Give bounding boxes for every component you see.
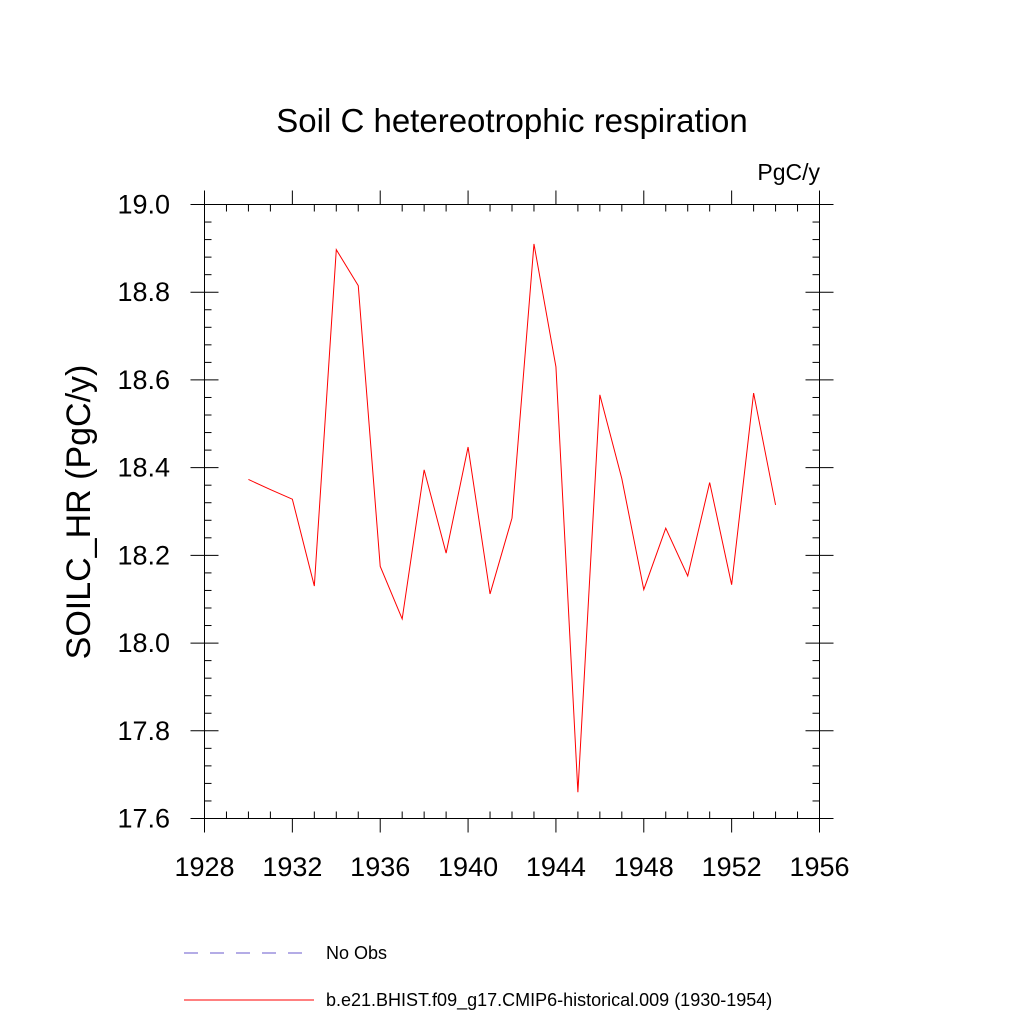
y-tick-label: 17.6 bbox=[117, 804, 170, 834]
x-tick-label: 1940 bbox=[438, 852, 498, 882]
y-tick-label: 18.8 bbox=[117, 277, 170, 307]
series-line-historical bbox=[248, 243, 777, 793]
chart-title: Soil C hetereotrophic respiration bbox=[276, 102, 747, 139]
legend-label-historical: b.e21.BHIST.f09_g17.CMIP6-historical.009… bbox=[326, 990, 772, 1011]
legend: No Obs b.e21.BHIST.f09_g17.CMIP6-histori… bbox=[184, 943, 772, 1011]
x-tick-label: 1932 bbox=[262, 852, 322, 882]
y-tick-label: 18.2 bbox=[117, 540, 170, 570]
y-tick-label: 18.0 bbox=[117, 628, 170, 658]
y-tick-label: 18.6 bbox=[117, 365, 170, 395]
x-tick-label: 1944 bbox=[526, 852, 586, 882]
y-tick-label: 19.0 bbox=[117, 190, 170, 220]
units-label: PgC/y bbox=[757, 159, 820, 185]
series-layer bbox=[248, 243, 777, 793]
y-axis-label: SOILC_HR (PgC/y) bbox=[60, 365, 98, 660]
axis-ticks bbox=[190, 190, 834, 833]
x-tick-label: 1948 bbox=[614, 852, 674, 882]
plot-frame bbox=[204, 204, 820, 819]
x-tick-label: 1952 bbox=[702, 852, 762, 882]
y-tick-label: 18.4 bbox=[117, 453, 170, 483]
legend-label-no-obs: No Obs bbox=[326, 943, 387, 963]
axis-tick-labels: 1928 1932 1936 1940 1944 1948 1952 1956 17.6 17.8… bbox=[117, 190, 849, 883]
x-tick-label: 1936 bbox=[350, 852, 410, 882]
x-tick-label: 1956 bbox=[789, 852, 849, 882]
y-tick-label: 17.8 bbox=[117, 716, 170, 746]
x-tick-label: 1928 bbox=[174, 852, 234, 882]
